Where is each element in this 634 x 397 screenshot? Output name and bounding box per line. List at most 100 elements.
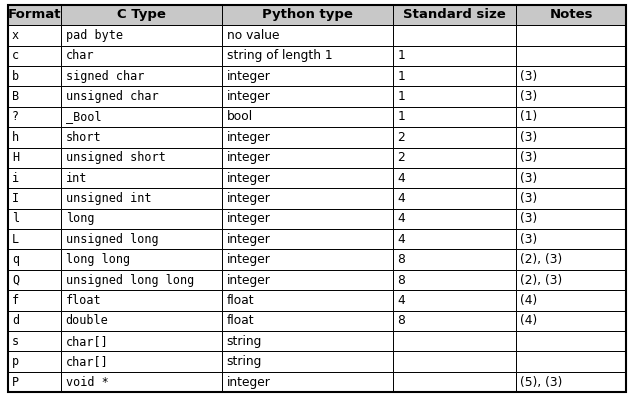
Text: 4: 4	[398, 212, 405, 225]
Bar	[223, 290, 393, 311]
Text: I: I	[12, 192, 19, 205]
Bar	[8, 66, 61, 86]
Text: c: c	[12, 49, 19, 62]
Text: ?: ?	[12, 110, 19, 123]
Text: (3): (3)	[521, 233, 538, 246]
Text: p: p	[12, 355, 19, 368]
Bar	[8, 188, 61, 209]
Text: B: B	[12, 90, 19, 103]
Bar	[516, 188, 626, 209]
Bar	[8, 311, 61, 331]
Bar	[393, 107, 516, 127]
Text: 8: 8	[398, 253, 405, 266]
Text: (2), (3): (2), (3)	[521, 253, 562, 266]
Text: C Type: C Type	[117, 8, 166, 21]
Bar	[393, 372, 516, 392]
Text: string: string	[227, 355, 262, 368]
Bar	[516, 372, 626, 392]
Bar	[61, 351, 223, 372]
Bar	[61, 188, 223, 209]
Bar	[516, 86, 626, 107]
Bar	[516, 249, 626, 270]
Text: Notes: Notes	[550, 8, 593, 21]
Text: pad byte: pad byte	[66, 29, 123, 42]
Bar	[61, 148, 223, 168]
Bar	[393, 351, 516, 372]
Text: b: b	[12, 69, 19, 83]
Bar	[516, 351, 626, 372]
Bar	[393, 290, 516, 311]
Bar	[516, 46, 626, 66]
Text: long long: long long	[66, 253, 130, 266]
Text: integer: integer	[227, 212, 271, 225]
Bar	[516, 229, 626, 249]
Text: 4: 4	[398, 233, 405, 246]
Bar	[223, 351, 393, 372]
Text: char[]: char[]	[66, 355, 108, 368]
Text: _Bool: _Bool	[66, 110, 101, 123]
Bar	[61, 311, 223, 331]
Bar	[61, 46, 223, 66]
Text: (4): (4)	[521, 294, 538, 307]
Bar	[8, 249, 61, 270]
Text: integer: integer	[227, 90, 271, 103]
Text: x: x	[12, 29, 19, 42]
Text: float: float	[227, 294, 254, 307]
Bar	[393, 188, 516, 209]
Bar	[61, 229, 223, 249]
Bar	[8, 229, 61, 249]
Text: (5), (3): (5), (3)	[521, 376, 563, 389]
Bar	[393, 66, 516, 86]
Text: unsigned long: unsigned long	[66, 233, 158, 246]
Text: (3): (3)	[521, 172, 538, 185]
Bar	[8, 148, 61, 168]
Text: integer: integer	[227, 274, 271, 287]
Text: 1: 1	[398, 90, 405, 103]
Text: 8: 8	[398, 314, 405, 328]
Bar	[393, 86, 516, 107]
Text: (3): (3)	[521, 69, 538, 83]
Bar	[516, 290, 626, 311]
Bar	[223, 46, 393, 66]
Bar	[61, 290, 223, 311]
Bar	[223, 188, 393, 209]
Bar	[393, 229, 516, 249]
Text: 1: 1	[398, 49, 405, 62]
Bar	[223, 86, 393, 107]
Bar	[223, 25, 393, 46]
Bar	[61, 5, 223, 25]
Bar	[393, 168, 516, 188]
Text: integer: integer	[227, 376, 271, 389]
Bar	[61, 270, 223, 290]
Bar	[516, 25, 626, 46]
Text: integer: integer	[227, 131, 271, 144]
Text: 4: 4	[398, 192, 405, 205]
Bar	[8, 331, 61, 351]
Bar	[393, 270, 516, 290]
Bar	[8, 351, 61, 372]
Bar	[223, 148, 393, 168]
Bar	[516, 66, 626, 86]
Bar	[393, 249, 516, 270]
Text: (3): (3)	[521, 131, 538, 144]
Text: Q: Q	[12, 274, 19, 287]
Text: (1): (1)	[521, 110, 538, 123]
Bar	[223, 331, 393, 351]
Text: l: l	[12, 212, 19, 225]
Bar	[8, 290, 61, 311]
Text: integer: integer	[227, 253, 271, 266]
Bar	[516, 148, 626, 168]
Text: integer: integer	[227, 192, 271, 205]
Bar	[516, 331, 626, 351]
Bar	[516, 270, 626, 290]
Bar	[8, 127, 61, 148]
Text: integer: integer	[227, 233, 271, 246]
Text: 1: 1	[398, 69, 405, 83]
Bar	[393, 5, 516, 25]
Bar	[223, 127, 393, 148]
Bar	[8, 107, 61, 127]
Text: (4): (4)	[521, 314, 538, 328]
Text: 4: 4	[398, 172, 405, 185]
Text: float: float	[227, 314, 254, 328]
Bar	[61, 66, 223, 86]
